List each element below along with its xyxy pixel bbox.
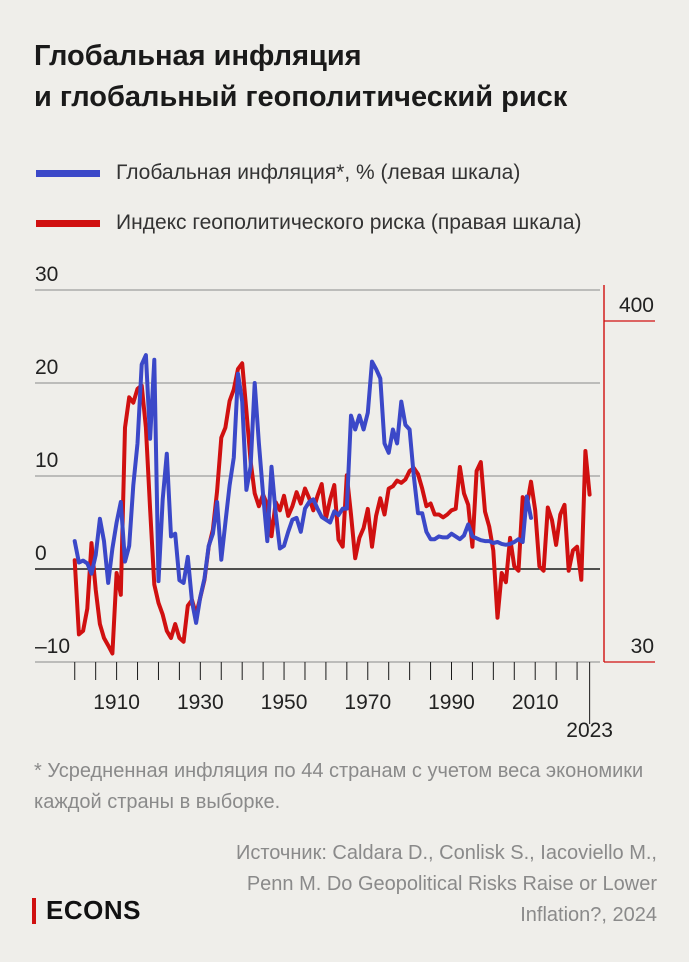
- x-tick-label: 1970: [344, 691, 391, 714]
- y-axis-left-labels: 30 20 10 0 –10: [35, 263, 70, 658]
- chart-title-line-2: и глобальный геополитический риск: [34, 81, 568, 113]
- legend-swatch-gpr: [36, 219, 100, 227]
- y-left-tick-label: –10: [35, 635, 70, 658]
- x-tick-label: 1990: [428, 691, 475, 714]
- x-tick-label: 1910: [93, 691, 140, 714]
- x-axis: 1910 1930 1950 1970 1990 2010 2023: [74, 662, 613, 742]
- legend-swatch-inflation: [36, 169, 100, 177]
- x-tick-label: 2010: [512, 691, 559, 714]
- x-tick-label: 2023: [566, 719, 613, 742]
- legend-item-gpr: Индекс геополитического риска (правая шк…: [36, 198, 582, 248]
- legend: Глобальная инфляция*, % (левая шкала) Ин…: [36, 148, 582, 248]
- inflation-line: [72, 353, 533, 625]
- x-tick-label: 1930: [177, 691, 224, 714]
- x-tick-label: 1950: [261, 691, 308, 714]
- y-right-tick-label: 400: [619, 294, 654, 317]
- legend-item-inflation: Глобальная инфляция*, % (левая шкала): [36, 148, 582, 198]
- y-right-tick-label: 30: [631, 635, 654, 658]
- legend-label-gpr: Индекс геополитического риска (правая шк…: [116, 211, 582, 234]
- chart-title: Глобальная инфляция и глобальный геополи…: [34, 36, 674, 118]
- logo-text: ECONS: [46, 895, 141, 925]
- legend-label-inflation: Глобальная инфляция*, % (левая шкала): [116, 161, 521, 184]
- y-left-tick-label: 20: [35, 356, 58, 379]
- series-lines: [72, 353, 592, 656]
- econs-logo: ECONS: [32, 895, 141, 926]
- y-left-tick-label: 30: [35, 263, 58, 286]
- footnote: * Усредненная инфляция по 44 странам с у…: [34, 760, 644, 813]
- chart-title-line-1: Глобальная инфляция: [34, 40, 362, 72]
- y-left-tick-label: 0: [35, 542, 47, 565]
- source-note: Источник: Caldara D., Conlisk S., Iacovi…: [235, 842, 657, 926]
- y-left-tick-label: 10: [35, 449, 58, 472]
- grid-lines: [35, 289, 600, 663]
- y-axis-right: 400 30: [603, 285, 655, 663]
- gpr-line: [72, 361, 592, 656]
- logo-bar: [32, 897, 36, 924]
